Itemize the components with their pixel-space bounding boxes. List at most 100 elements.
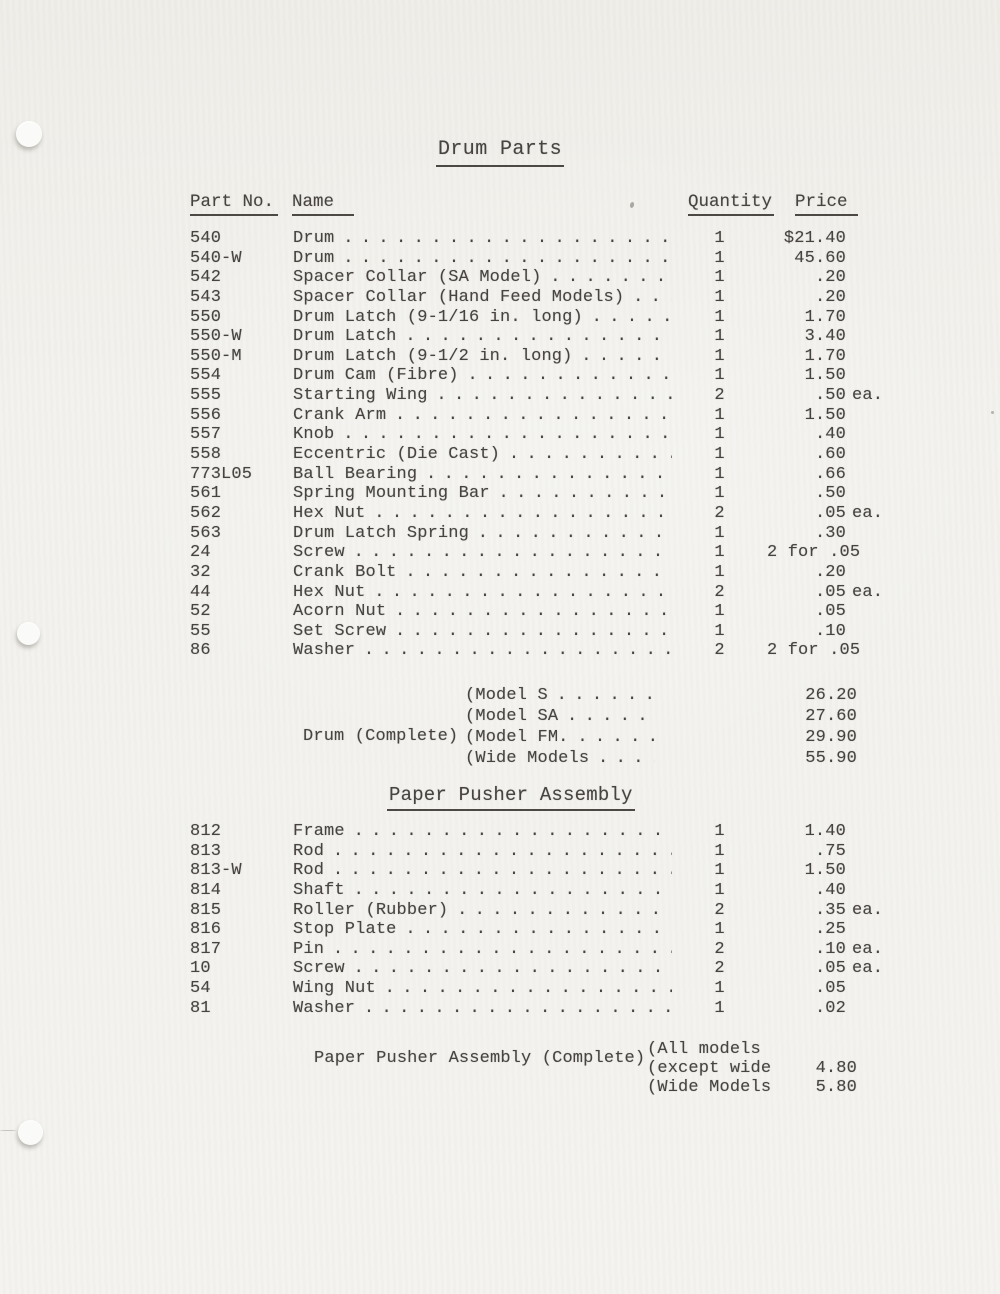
leader-dots [324, 940, 672, 960]
complete-price-line: (except wide 4.80 [647, 1059, 857, 1078]
name-cell: Crank Arm [293, 405, 387, 425]
part-no-cell: 814 [190, 880, 222, 900]
part-no-cell: 813-W [190, 861, 242, 881]
part-no-cell: 558 [190, 445, 222, 465]
quantity-cell: 1 [714, 543, 725, 563]
ink-speck [991, 411, 994, 414]
price-cell: 1.50 [804, 366, 846, 386]
drum-complete-table: (Model S 26.20 (Model SA 27.60 (Model FM… [465, 685, 857, 769]
table-row: 814 Shaft 1 .40 [190, 881, 890, 901]
leader-dots [448, 901, 672, 921]
leader-dots [334, 229, 672, 249]
quantity-cell: 2 [714, 959, 725, 979]
table-row: 817 Pin 2 .10 ea. [190, 940, 890, 960]
table-row: 540-W Drum 1 45.60 [190, 249, 890, 269]
quantity-cell: 2 [714, 900, 725, 920]
part-no-cell: 52 [190, 602, 211, 622]
quantity-cell: 1 [714, 405, 725, 425]
price-cell: .40 [814, 880, 846, 900]
table-row: 563 Drum Latch Spring 1 .30 [190, 524, 890, 544]
quantity-cell: 2 [714, 939, 725, 959]
part-no-cell: 550-M [190, 346, 242, 366]
name-cell: Stop Plate [293, 920, 397, 940]
leader-dots [345, 959, 672, 979]
leader-dots [583, 308, 672, 328]
name-cell: Rod [293, 861, 325, 881]
part-no-cell: 55 [190, 621, 211, 641]
leader-dots [500, 445, 672, 465]
leader-dots [324, 861, 672, 881]
name-cell: Eccentric (Die Cast) [293, 445, 501, 465]
name-cell: Ball Bearing [293, 464, 418, 484]
leader-dots [397, 563, 672, 583]
model-name-cell: (except wide [647, 1059, 772, 1078]
price-cell: 5.80 [815, 1078, 857, 1097]
model-price-row: (Model SA 27.60 [465, 706, 857, 727]
quantity-cell: 1 [714, 861, 725, 881]
table-row: 542 Spacer Collar (SA Model) 1 .20 [190, 268, 890, 288]
leader-dots [365, 583, 672, 603]
price-cell: 4.80 [815, 1059, 857, 1078]
leader-dots [376, 979, 672, 999]
unit-cell: ea. [852, 959, 884, 979]
price-cell: 2 for .05 [767, 641, 861, 661]
quantity-cell: 1 [714, 425, 725, 445]
complete-price-line: (All models [647, 1040, 857, 1059]
leader-dots [334, 425, 672, 445]
model-wrap: (Model S [465, 685, 655, 706]
price-cell: .20 [814, 562, 846, 582]
part-no-cell: 54 [190, 979, 211, 999]
part-no-cell: 32 [190, 562, 211, 582]
name-cell: Roller (Rubber) [293, 900, 449, 920]
part-no-cell: 542 [190, 268, 222, 288]
price-cell: .35 [814, 900, 846, 920]
name-cell: Frame [293, 822, 345, 841]
leader-dots [624, 288, 672, 308]
price-cell: 1.50 [804, 405, 846, 425]
table-row: 81 Washer 1 .02 [190, 999, 890, 1019]
table-row: 550-M Drum Latch (9-1/2 in. long) 1 1.70 [190, 347, 890, 367]
table-row: 561 Spring Mounting Bar 1 .50 [190, 484, 890, 504]
name-cell: Knob [293, 425, 335, 445]
quantity-cell: 1 [714, 307, 725, 327]
price-cell: 26.20 [805, 686, 857, 705]
leader-dots [355, 641, 672, 661]
unit-cell: ea. [852, 386, 884, 406]
name-cell: Washer [293, 641, 356, 661]
name-cell: Drum Latch (9-1/16 in. long) [293, 307, 583, 327]
price-cell: 2 for .05 [767, 543, 861, 563]
quantity-cell: 2 [714, 641, 725, 661]
name-cell: Washer [293, 998, 356, 1018]
leader-dots [541, 268, 672, 288]
table-row: 24 Screw 1 2 for .05 [190, 543, 890, 563]
column-header-quantity: Quantity [688, 192, 775, 216]
quantity-cell: 1 [714, 998, 725, 1018]
price-cell: .05 [814, 979, 846, 999]
model-wrap: (Wide Models [465, 748, 655, 769]
part-no-cell: 817 [190, 939, 222, 959]
quantity-cell: 1 [714, 920, 725, 940]
model-name-cell: (All models [647, 1040, 761, 1059]
quantity-cell: 1 [714, 445, 725, 465]
leader-dots [417, 465, 672, 485]
leader-dots [469, 524, 672, 544]
paper-pusher-table: 812 Frame 1 1.40 813 Rod 1 .75 813-W Rod… [190, 822, 890, 1018]
page-title-text: Drum Parts [435, 138, 565, 167]
quantity-cell: 2 [714, 503, 725, 523]
quantity-cell: 1 [714, 229, 725, 248]
price-cell: .05 [814, 602, 846, 622]
table-row: 555 Starting Wing 2 .50 ea. [190, 386, 890, 406]
name-cell: Pin [293, 939, 325, 959]
price-cell: .10 [814, 939, 846, 959]
table-row: 813-W Rod 1 1.50 [190, 861, 890, 881]
leader-dots [334, 249, 672, 269]
name-cell: Drum Latch (9-1/2 in. long) [293, 346, 573, 366]
unit-cell: ea. [852, 900, 884, 920]
price-cell: .20 [814, 268, 846, 288]
name-cell: Starting Wing [293, 386, 428, 406]
name-cell: Crank Bolt [293, 562, 397, 582]
model-name-cell: (Wide Models [647, 1078, 772, 1097]
quantity-cell: 1 [714, 841, 725, 861]
leader-dots [459, 366, 672, 386]
